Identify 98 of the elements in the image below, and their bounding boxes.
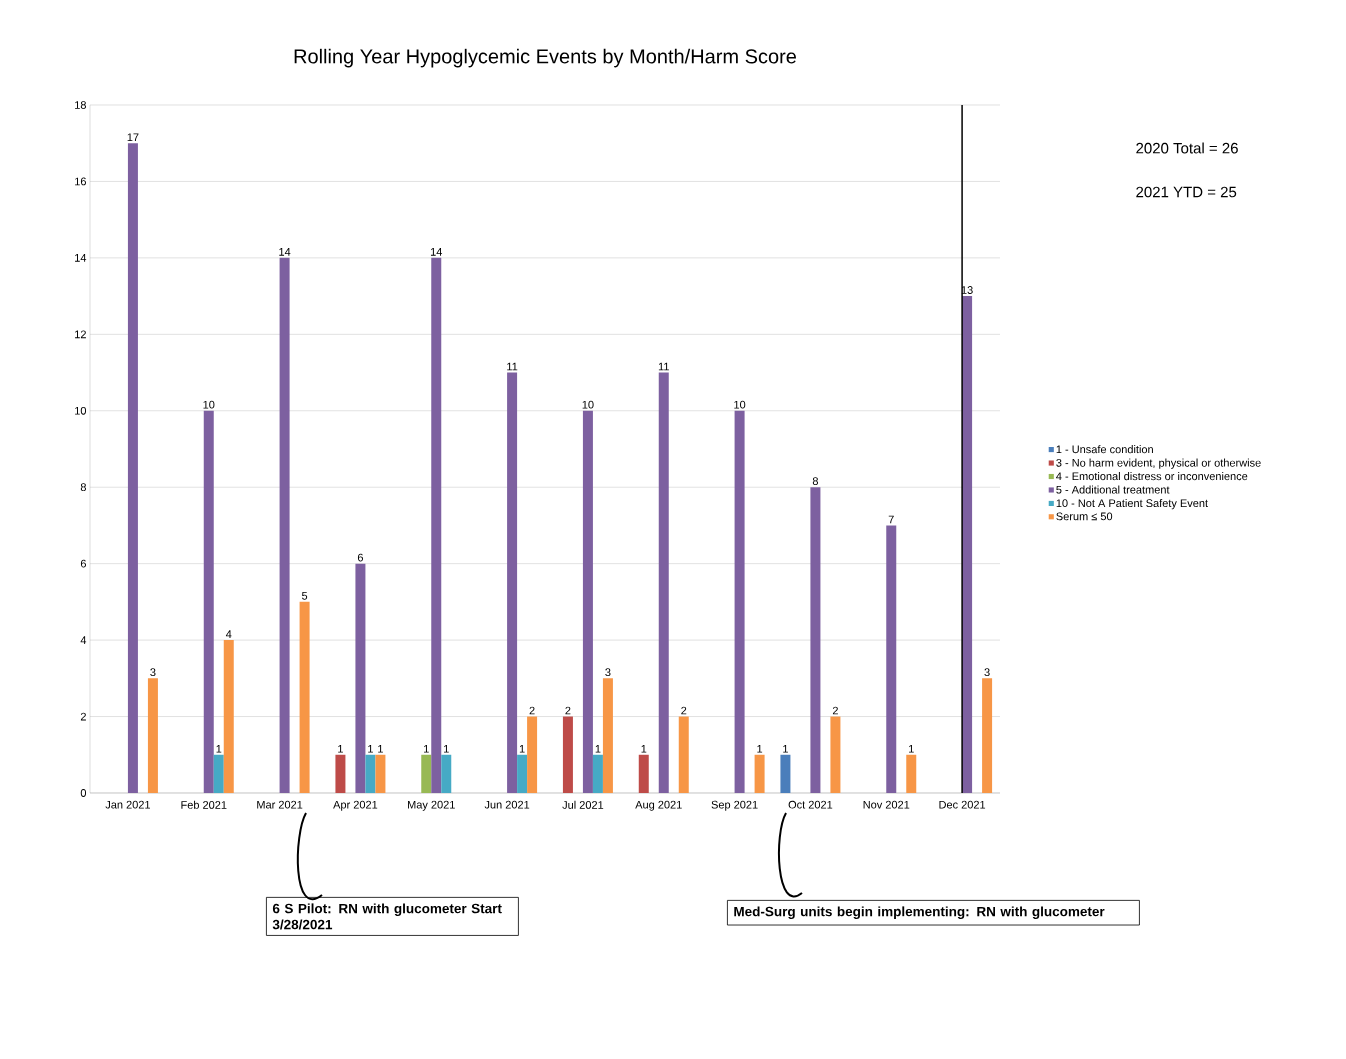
x-tick-label: Nov 2021 <box>863 800 910 809</box>
y-tick-label: 18 <box>75 101 86 109</box>
bar <box>421 754 432 793</box>
text: 2020 Total = 26 <box>1136 142 1238 154</box>
data-label: 1 <box>444 745 449 753</box>
data-label: 11 <box>507 362 518 371</box>
legend-label: 3 - No harm evident, physical or otherwise <box>1056 458 1261 469</box>
bar <box>223 640 234 793</box>
x-tick-label: Jun 2021 <box>484 800 530 809</box>
bar <box>754 754 765 793</box>
data-label: 2 <box>565 706 571 715</box>
bar <box>734 410 745 793</box>
legend-label: 4 - Emotional distress or inconvenience <box>1056 472 1248 481</box>
bar <box>507 372 518 793</box>
data-label: 10 <box>203 400 215 409</box>
legend-label: 10 - Not A Patient Safety Event <box>1056 499 1208 510</box>
y-tick-label: 14 <box>75 254 87 262</box>
data-label: 3 <box>984 668 990 677</box>
bar <box>213 754 224 793</box>
x-tick-label: Dec 2021 <box>939 800 986 809</box>
bar <box>279 257 290 793</box>
data-label: 10 <box>582 400 594 409</box>
y-tick-label: 2 <box>80 712 86 721</box>
x-tick-label: Sep 2021 <box>711 800 758 811</box>
bar <box>431 257 442 793</box>
text: 6 S Pilot: RN with glucometer Start 3/28/2021 <box>272 903 502 930</box>
data-label: 6 <box>357 553 363 562</box>
x-tick-label: Jul 2021 <box>562 800 604 809</box>
y-tick-label: 0 <box>80 789 87 797</box>
x-tick-label: Jan 2021 <box>105 800 150 809</box>
x-tick-label: Aug 2021 <box>635 800 682 811</box>
x-tick-label: Oct 2021 <box>788 800 833 809</box>
bar <box>780 754 791 793</box>
bar <box>592 754 603 793</box>
chart-title: Rolling Year Hypoglycemic Events by Month/Harm Score <box>294 48 796 68</box>
bar <box>658 372 669 793</box>
data-label: 1 <box>424 745 429 753</box>
bar <box>602 678 613 793</box>
bar <box>982 678 993 793</box>
x-tick-label: Apr 2021 <box>333 800 378 811</box>
data-label: 4 <box>225 630 232 638</box>
x-tick-label: Mar 2021 <box>257 800 303 809</box>
data-label: 14 <box>430 248 443 256</box>
bar <box>299 601 310 793</box>
bar <box>962 296 973 793</box>
bar <box>375 754 386 793</box>
data-label: 1 <box>378 745 383 753</box>
bar <box>127 143 138 793</box>
data-label: 1 <box>595 745 601 753</box>
bar <box>441 754 452 793</box>
bar <box>810 487 821 793</box>
bar <box>830 716 841 793</box>
y-tick-label: 8 <box>80 483 86 492</box>
bar <box>906 754 917 793</box>
y-tick-label: 4 <box>80 636 87 644</box>
data-label: 1 <box>519 745 525 753</box>
bar <box>678 716 689 793</box>
bar <box>582 410 593 793</box>
bar <box>638 754 649 793</box>
data-label: 3 <box>150 668 156 677</box>
bar <box>147 678 158 793</box>
data-label: 1 <box>783 745 788 753</box>
x-tick-label: May 2021 <box>408 800 455 811</box>
bar <box>517 754 528 793</box>
bar <box>365 754 376 793</box>
data-label: 10 <box>734 400 746 409</box>
data-label: 1 <box>909 745 914 753</box>
bar <box>335 754 346 793</box>
text: Med-Surg units begin implementing: RN with glucometer <box>734 906 1105 920</box>
data-label: 17 <box>127 133 139 142</box>
data-label: 1 <box>368 745 373 753</box>
data-label: 5 <box>301 592 308 600</box>
bar <box>562 716 573 793</box>
legend-label: 1 - Unsafe condition <box>1056 445 1153 454</box>
y-tick-label: 6 <box>80 559 86 568</box>
data-label: 11 <box>658 362 669 371</box>
bar <box>886 525 897 793</box>
y-tick-label: 10 <box>75 406 87 415</box>
x-tick-label: Feb 2021 <box>181 800 227 809</box>
bar <box>203 410 214 793</box>
bar <box>527 716 538 793</box>
data-label: 1 <box>757 745 763 753</box>
bar <box>355 563 366 793</box>
data-label: 2 <box>529 706 535 715</box>
data-label: 7 <box>888 515 894 524</box>
data-label: 2 <box>832 706 838 715</box>
data-label: 14 <box>279 248 291 256</box>
legend-label: 5 - Additional treatment <box>1056 485 1170 494</box>
data-label: 8 <box>812 477 818 486</box>
legend-label: Serum ≤ 50 <box>1056 512 1113 521</box>
data-label: 1 <box>216 745 222 753</box>
data-label: 1 <box>338 745 343 753</box>
data-label: 2 <box>681 706 687 715</box>
y-tick-label: 12 <box>75 330 86 339</box>
text: 2021 YTD = 25 <box>1136 186 1237 198</box>
data-label: 3 <box>605 668 611 677</box>
y-tick-label: 16 <box>75 177 86 186</box>
data-label: 1 <box>641 745 647 753</box>
